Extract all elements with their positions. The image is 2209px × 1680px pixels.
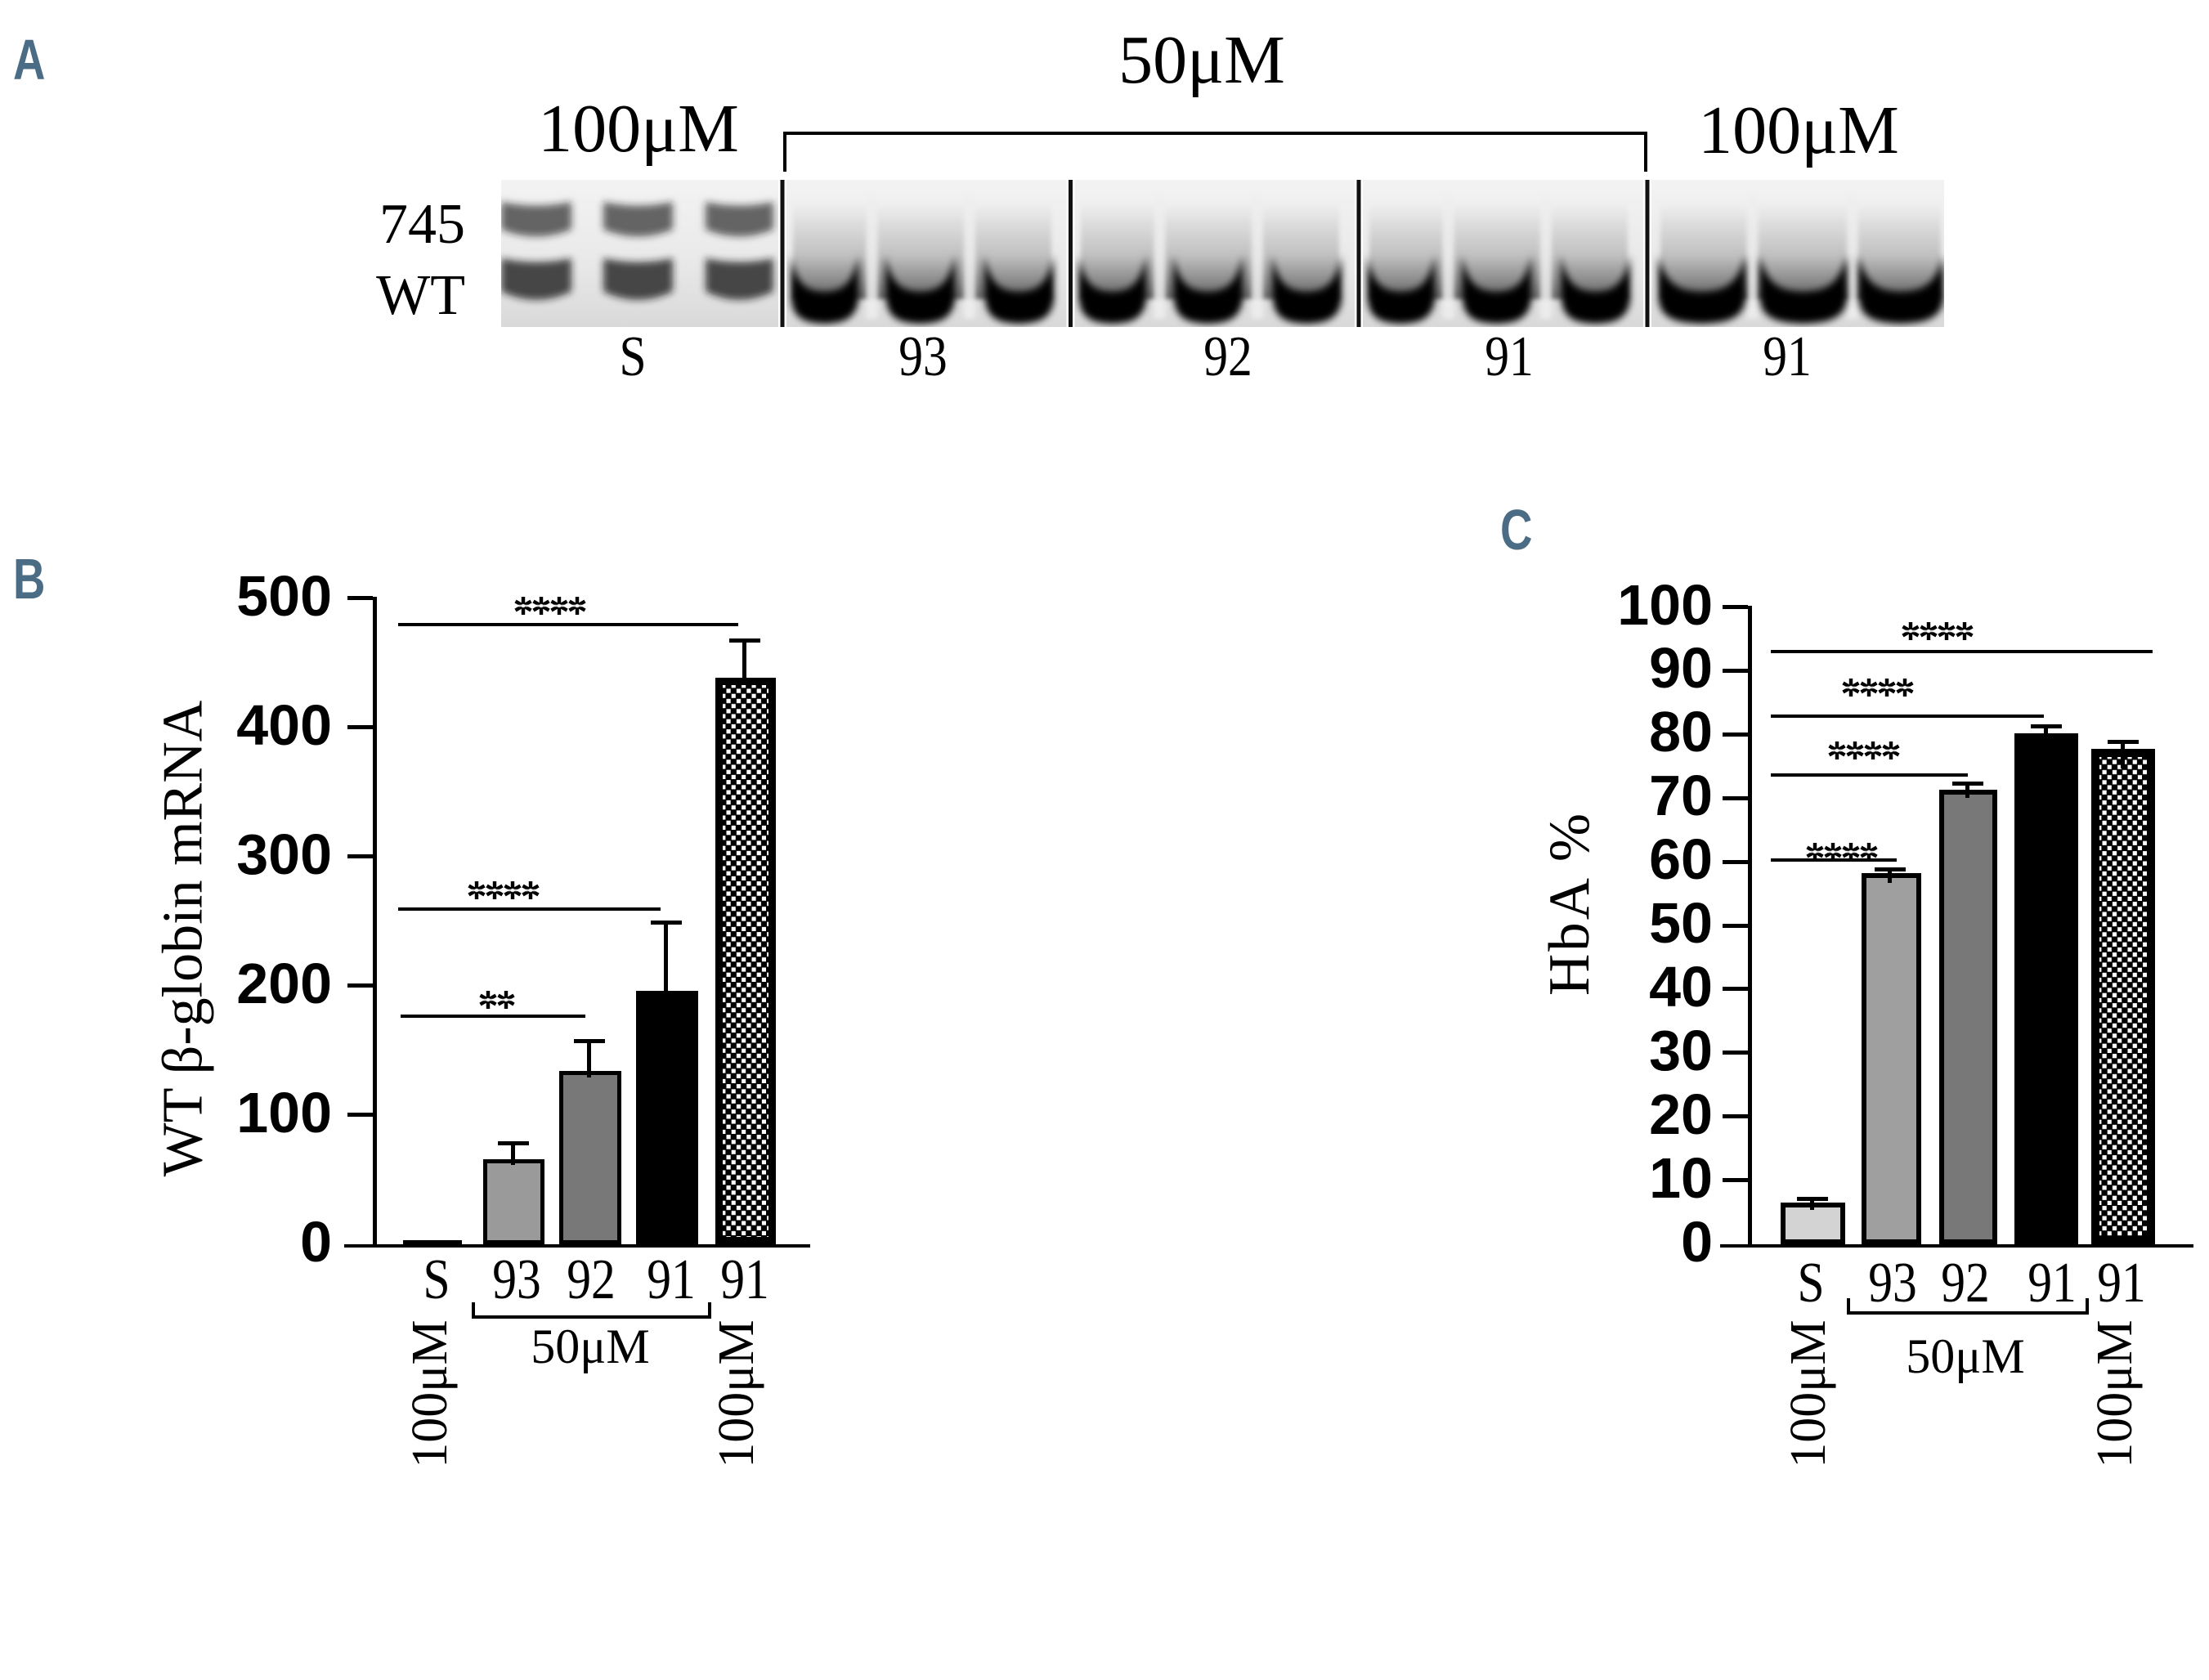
svg-text:WT β-globin mRNA: WT β-globin mRNA — [152, 700, 215, 1176]
svg-text:100μM: 100μM — [709, 1319, 764, 1467]
svg-text:100μM: 100μM — [2087, 1319, 2143, 1467]
svg-text:100μM: 100μM — [402, 1319, 458, 1467]
svg-text:100μM: 100μM — [1781, 1319, 1836, 1467]
svg-text:HbA %: HbA % — [1538, 811, 1602, 996]
